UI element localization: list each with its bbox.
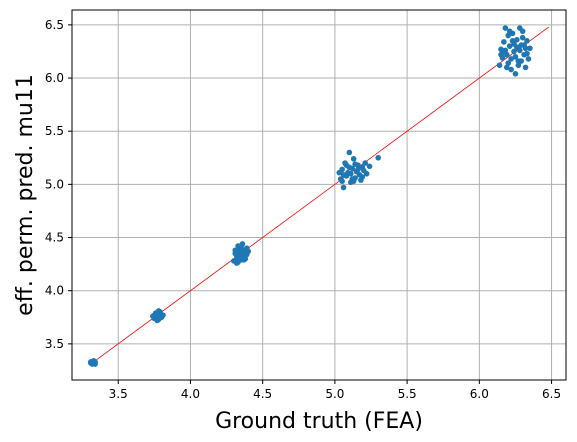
data-point bbox=[362, 160, 369, 166]
data-point bbox=[154, 314, 161, 321]
data-point bbox=[505, 60, 512, 66]
data-point bbox=[160, 312, 166, 318]
y-tick-label: 6.0 bbox=[45, 71, 64, 85]
data-point bbox=[238, 244, 244, 250]
x-tick-label: 4.0 bbox=[181, 387, 200, 401]
data-point bbox=[496, 62, 503, 69]
plot-frame bbox=[71, 9, 567, 381]
data-point bbox=[502, 47, 509, 54]
data-point bbox=[502, 25, 509, 31]
data-point bbox=[339, 178, 345, 184]
y-axis-label: eff. perm. pred. mu11 bbox=[13, 74, 38, 316]
data-point bbox=[524, 38, 530, 44]
data-point bbox=[92, 361, 98, 367]
data-point bbox=[235, 249, 241, 256]
data-point bbox=[509, 38, 516, 44]
x-axis-label: Ground truth (FEA) bbox=[215, 409, 423, 434]
y-tick-label: 5.5 bbox=[45, 124, 64, 138]
data-point bbox=[518, 58, 525, 64]
data-point bbox=[336, 169, 343, 176]
y-tick-label: 6.5 bbox=[45, 18, 64, 32]
y-tick-label: 3.5 bbox=[45, 337, 64, 351]
reference-line bbox=[91, 26, 549, 364]
data-point bbox=[155, 308, 162, 314]
x-tick-label: 3.5 bbox=[109, 387, 128, 401]
data-point bbox=[527, 45, 533, 52]
data-point bbox=[519, 34, 526, 41]
data-point bbox=[508, 56, 514, 62]
data-point bbox=[514, 44, 520, 51]
data-point bbox=[350, 156, 357, 162]
x-tick-label: 4.5 bbox=[253, 387, 272, 401]
data-point bbox=[243, 251, 250, 258]
y-tick-label: 4.5 bbox=[45, 231, 64, 245]
data-point bbox=[355, 166, 361, 173]
data-point bbox=[347, 170, 354, 177]
data-points bbox=[87, 25, 533, 367]
data-point bbox=[375, 154, 382, 161]
data-point bbox=[501, 39, 507, 45]
data-point bbox=[524, 50, 530, 57]
data-point bbox=[363, 170, 370, 177]
data-point bbox=[366, 163, 373, 170]
x-tick-label: 6.0 bbox=[470, 387, 489, 401]
data-point bbox=[511, 48, 517, 55]
x-tick-label: 5.5 bbox=[398, 387, 417, 401]
data-point bbox=[515, 62, 522, 69]
data-point bbox=[525, 56, 532, 62]
data-point bbox=[349, 176, 356, 182]
x-tick-label: 5.0 bbox=[325, 387, 344, 401]
data-point bbox=[340, 184, 347, 191]
data-point bbox=[503, 64, 510, 71]
data-point bbox=[522, 64, 529, 71]
y-axis-ticks: 3.5 4.0 4.5 5.0 5.5 6.0 6.5 bbox=[45, 18, 72, 351]
data-point bbox=[519, 28, 526, 35]
data-point bbox=[498, 51, 504, 58]
data-point bbox=[239, 250, 246, 257]
data-point bbox=[512, 70, 519, 77]
data-point bbox=[340, 171, 347, 178]
data-point bbox=[506, 28, 513, 35]
data-point bbox=[242, 255, 249, 262]
data-point bbox=[505, 32, 512, 39]
x-axis-ticks: 3.5 4.0 4.5 5.0 5.5 6.0 6.5 bbox=[109, 380, 561, 401]
data-point bbox=[508, 66, 514, 73]
data-point bbox=[352, 161, 358, 167]
data-point bbox=[87, 359, 94, 365]
data-point bbox=[346, 149, 353, 156]
x-tick-label: 6.5 bbox=[542, 387, 561, 401]
data-point bbox=[233, 260, 240, 266]
data-point bbox=[359, 174, 366, 180]
y-tick-label: 5.0 bbox=[45, 177, 64, 191]
grid bbox=[72, 10, 566, 380]
data-point bbox=[514, 36, 520, 43]
y-tick-label: 4.0 bbox=[45, 284, 64, 298]
data-point bbox=[506, 43, 513, 49]
data-point bbox=[346, 164, 353, 171]
data-point bbox=[512, 53, 519, 60]
data-point bbox=[521, 42, 527, 48]
